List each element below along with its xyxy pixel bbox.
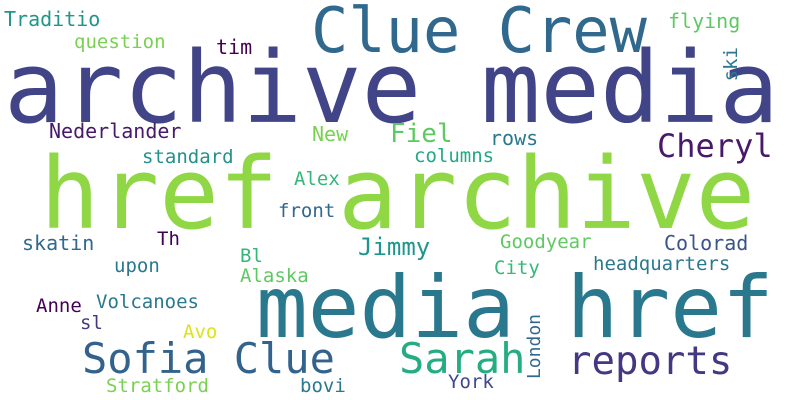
word-front: front	[278, 200, 336, 222]
word-volcanoes: Volcanoes	[96, 291, 199, 313]
word-traditio: Traditio	[4, 7, 101, 31]
word-sarah: Sarah	[399, 334, 526, 383]
word-skatin: skatin	[22, 231, 95, 255]
word-archive-media: archive media	[4, 31, 779, 146]
word-href-archive: href archive	[40, 137, 756, 252]
word-jimmy: Jimmy	[358, 233, 431, 261]
word-media-href: media href	[256, 258, 774, 358]
word-colorad: Colorad	[664, 231, 749, 255]
word-tim: tim	[216, 35, 253, 59]
word-flying: flying	[668, 9, 741, 33]
word-ski: ski	[720, 47, 742, 82]
word-bovi: bovi	[300, 375, 346, 397]
word-sl: sl	[80, 312, 103, 334]
word-cheryl: Cheryl	[657, 127, 773, 165]
word-headquarters: headquarters	[593, 253, 731, 275]
word-sofia-clue: Sofia Clue	[82, 334, 335, 383]
word-alaska: Alaska	[240, 265, 309, 287]
word-question: question	[74, 31, 166, 53]
word-york: York	[448, 371, 494, 393]
word-rows: rows	[490, 126, 539, 150]
word-clue-crew: Clue Crew	[311, 0, 647, 67]
word-london: London	[524, 314, 545, 380]
word-th: Th	[157, 228, 180, 250]
word-city: City	[494, 257, 540, 279]
word-bl: Bl	[240, 245, 263, 267]
word-avo: Avo	[183, 321, 218, 343]
word-goodyear: Goodyear	[500, 231, 592, 253]
word-fiel: Fiel	[390, 119, 453, 149]
word-standard: standard	[142, 146, 234, 168]
word-reports: reports	[568, 339, 733, 384]
word-upon: upon	[114, 255, 160, 277]
word-new: New	[312, 122, 349, 146]
word-nederlander: Nederlander	[49, 119, 182, 143]
word-columns: columns	[414, 145, 495, 167]
word-stratford: Stratford	[106, 375, 209, 397]
word-anne: Anne	[36, 295, 82, 317]
word-alex: Alex	[294, 168, 340, 190]
